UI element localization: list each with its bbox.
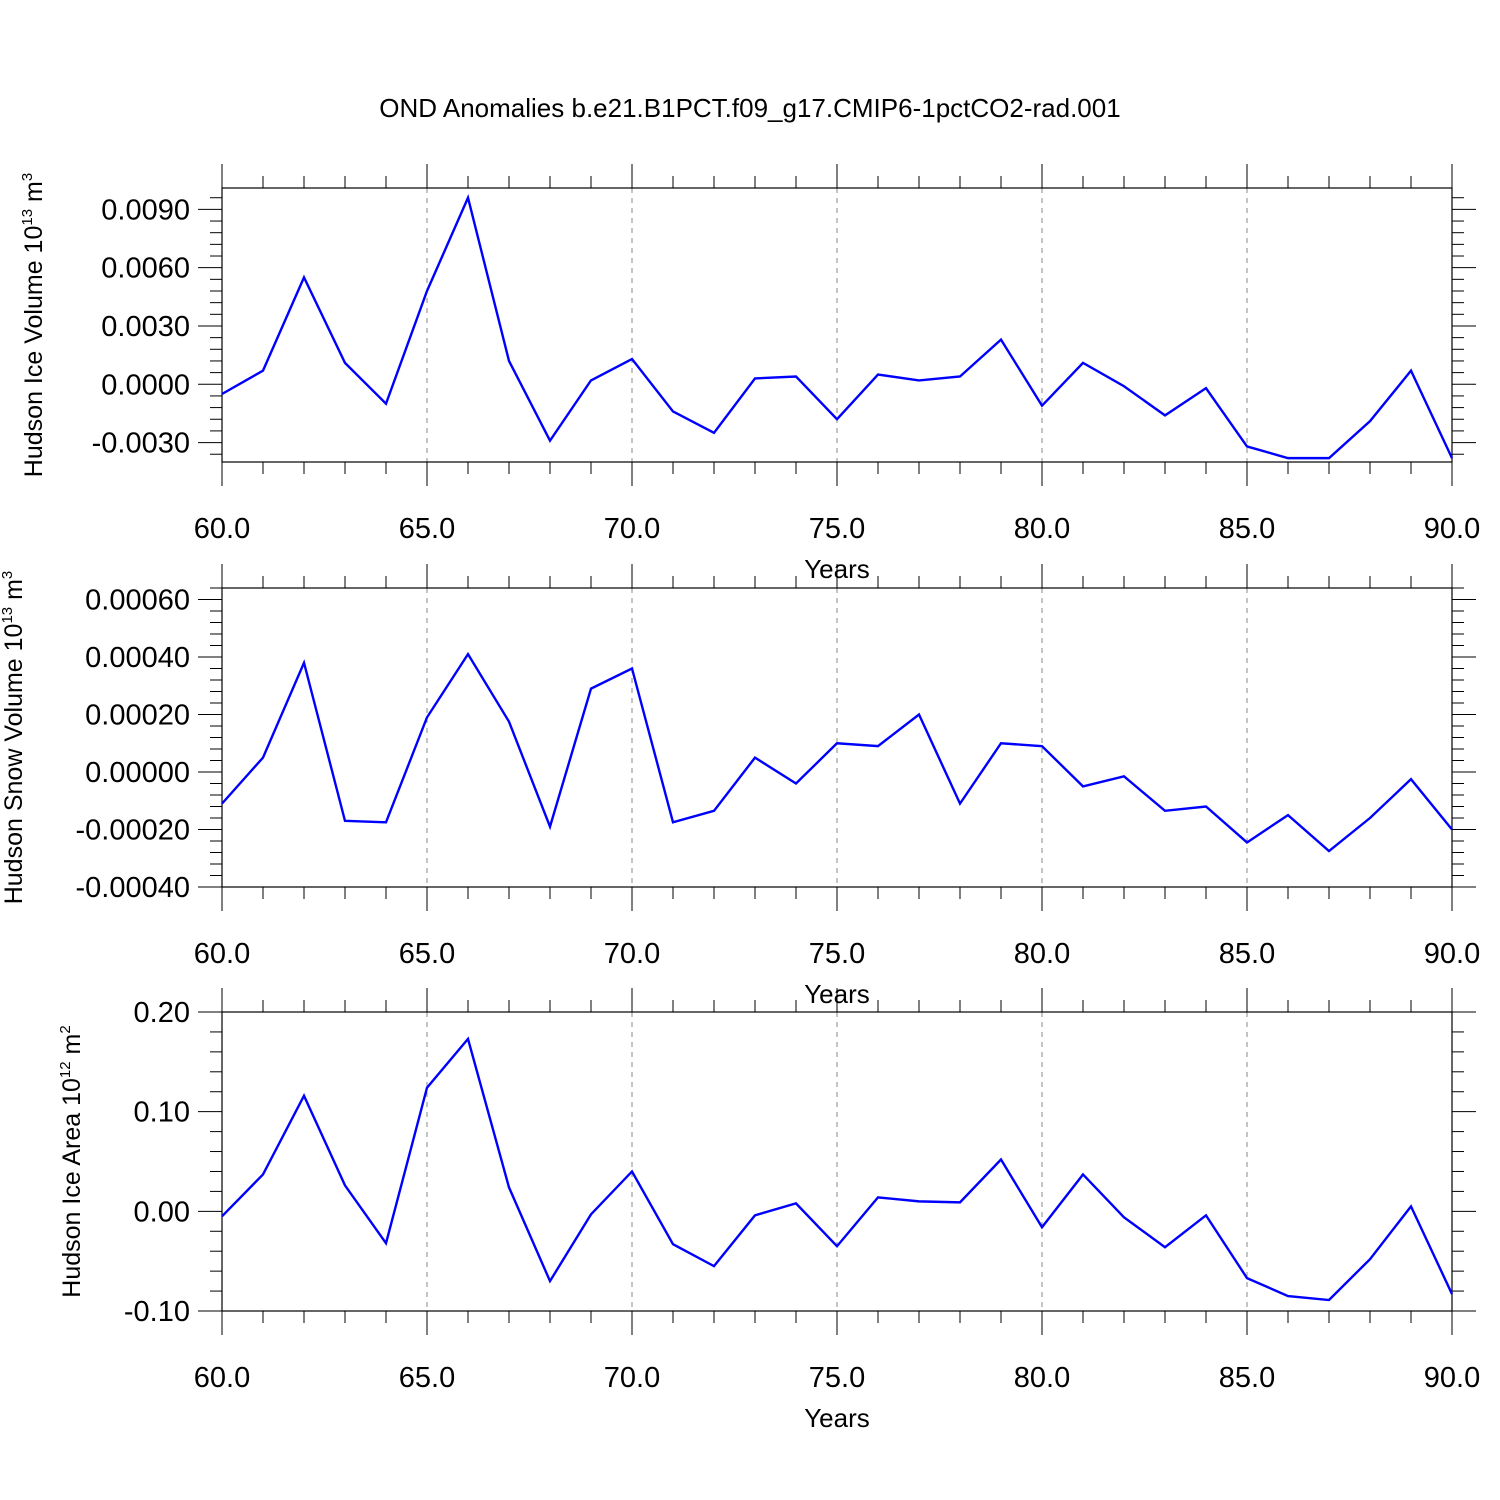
y-tick-label: 0.0060 (101, 253, 190, 285)
x-tick-label: 85.0 (1219, 938, 1275, 970)
series-line (221, 1036, 1454, 1302)
x-tick-label: 60.0 (194, 1362, 250, 1394)
y-tick-label: 0.20 (134, 997, 190, 1029)
x-tick-label: 75.0 (809, 938, 865, 970)
y-tick-label: 0.00060 (85, 585, 190, 617)
x-tick-label: 75.0 (809, 513, 865, 545)
x-tick-label: 85.0 (1219, 513, 1275, 545)
y-tick-label: 0.0000 (101, 369, 190, 401)
y-axis-label: Hudson Ice Volume 1013 m3 (19, 173, 48, 477)
x-tick-label: 70.0 (604, 938, 660, 970)
series-line (221, 194, 1454, 460)
x-tick-label: 80.0 (1014, 1362, 1070, 1394)
x-tick-label: 90.0 (1424, 513, 1480, 545)
x-tick-label: 85.0 (1219, 1362, 1275, 1394)
x-tick-label: 90.0 (1424, 938, 1480, 970)
x-tick-label: 65.0 (399, 1362, 455, 1394)
y-tick-label: -0.00020 (76, 815, 191, 847)
x-tick-label: 60.0 (194, 513, 250, 545)
y-tick-label: 0.00040 (85, 642, 190, 674)
x-tick-label: 75.0 (809, 1362, 865, 1394)
y-tick-label: 0.10 (134, 1097, 190, 1129)
x-tick-label: 70.0 (604, 513, 660, 545)
x-tick-label: 65.0 (399, 938, 455, 970)
panel-ice-volume: 60.0 65.0 70.0 75.0 80.0 85.0 90.0 -0.0030 0.000… (19, 164, 1480, 584)
figure-title: OND Anomalies b.e21.B1PCT.f09_g17.CMIP6-… (379, 93, 1120, 123)
y-tick-label: 0.0030 (101, 311, 190, 343)
y-tick-label: -0.10 (124, 1296, 190, 1328)
x-tick-label: 60.0 (194, 938, 250, 970)
series-line (221, 651, 1453, 853)
y-tick-label: -0.00040 (76, 872, 191, 904)
x-tick-label: 90.0 (1424, 1362, 1480, 1394)
y-tick-label: 0.0090 (101, 194, 190, 226)
panel-snow-volume: 60.0 65.0 70.0 75.0 80.0 85.0 90.0 -0.00040 -0.0… (0, 564, 1480, 1009)
x-tick-label: 70.0 (604, 1362, 660, 1394)
x-tick-label: 80.0 (1014, 513, 1070, 545)
y-tick-label: 0.00 (134, 1196, 190, 1228)
y-tick-label: -0.0030 (92, 428, 190, 460)
x-axis-label: Years (804, 1403, 870, 1433)
panel-ice-area: 60.0 65.0 70.0 75.0 80.0 85.0 90.0 -0.10 0.00 0.1… (57, 988, 1480, 1433)
y-tick-label: 0.00000 (85, 757, 190, 789)
x-tick-label: 65.0 (399, 513, 455, 545)
x-tick-label: 80.0 (1014, 938, 1070, 970)
y-axis-label: Hudson Snow Volume 1013 m3 (0, 571, 28, 905)
y-axis-label: Hudson Ice Area 1012 m2 (57, 1025, 86, 1297)
y-tick-label: 0.00020 (85, 700, 190, 732)
